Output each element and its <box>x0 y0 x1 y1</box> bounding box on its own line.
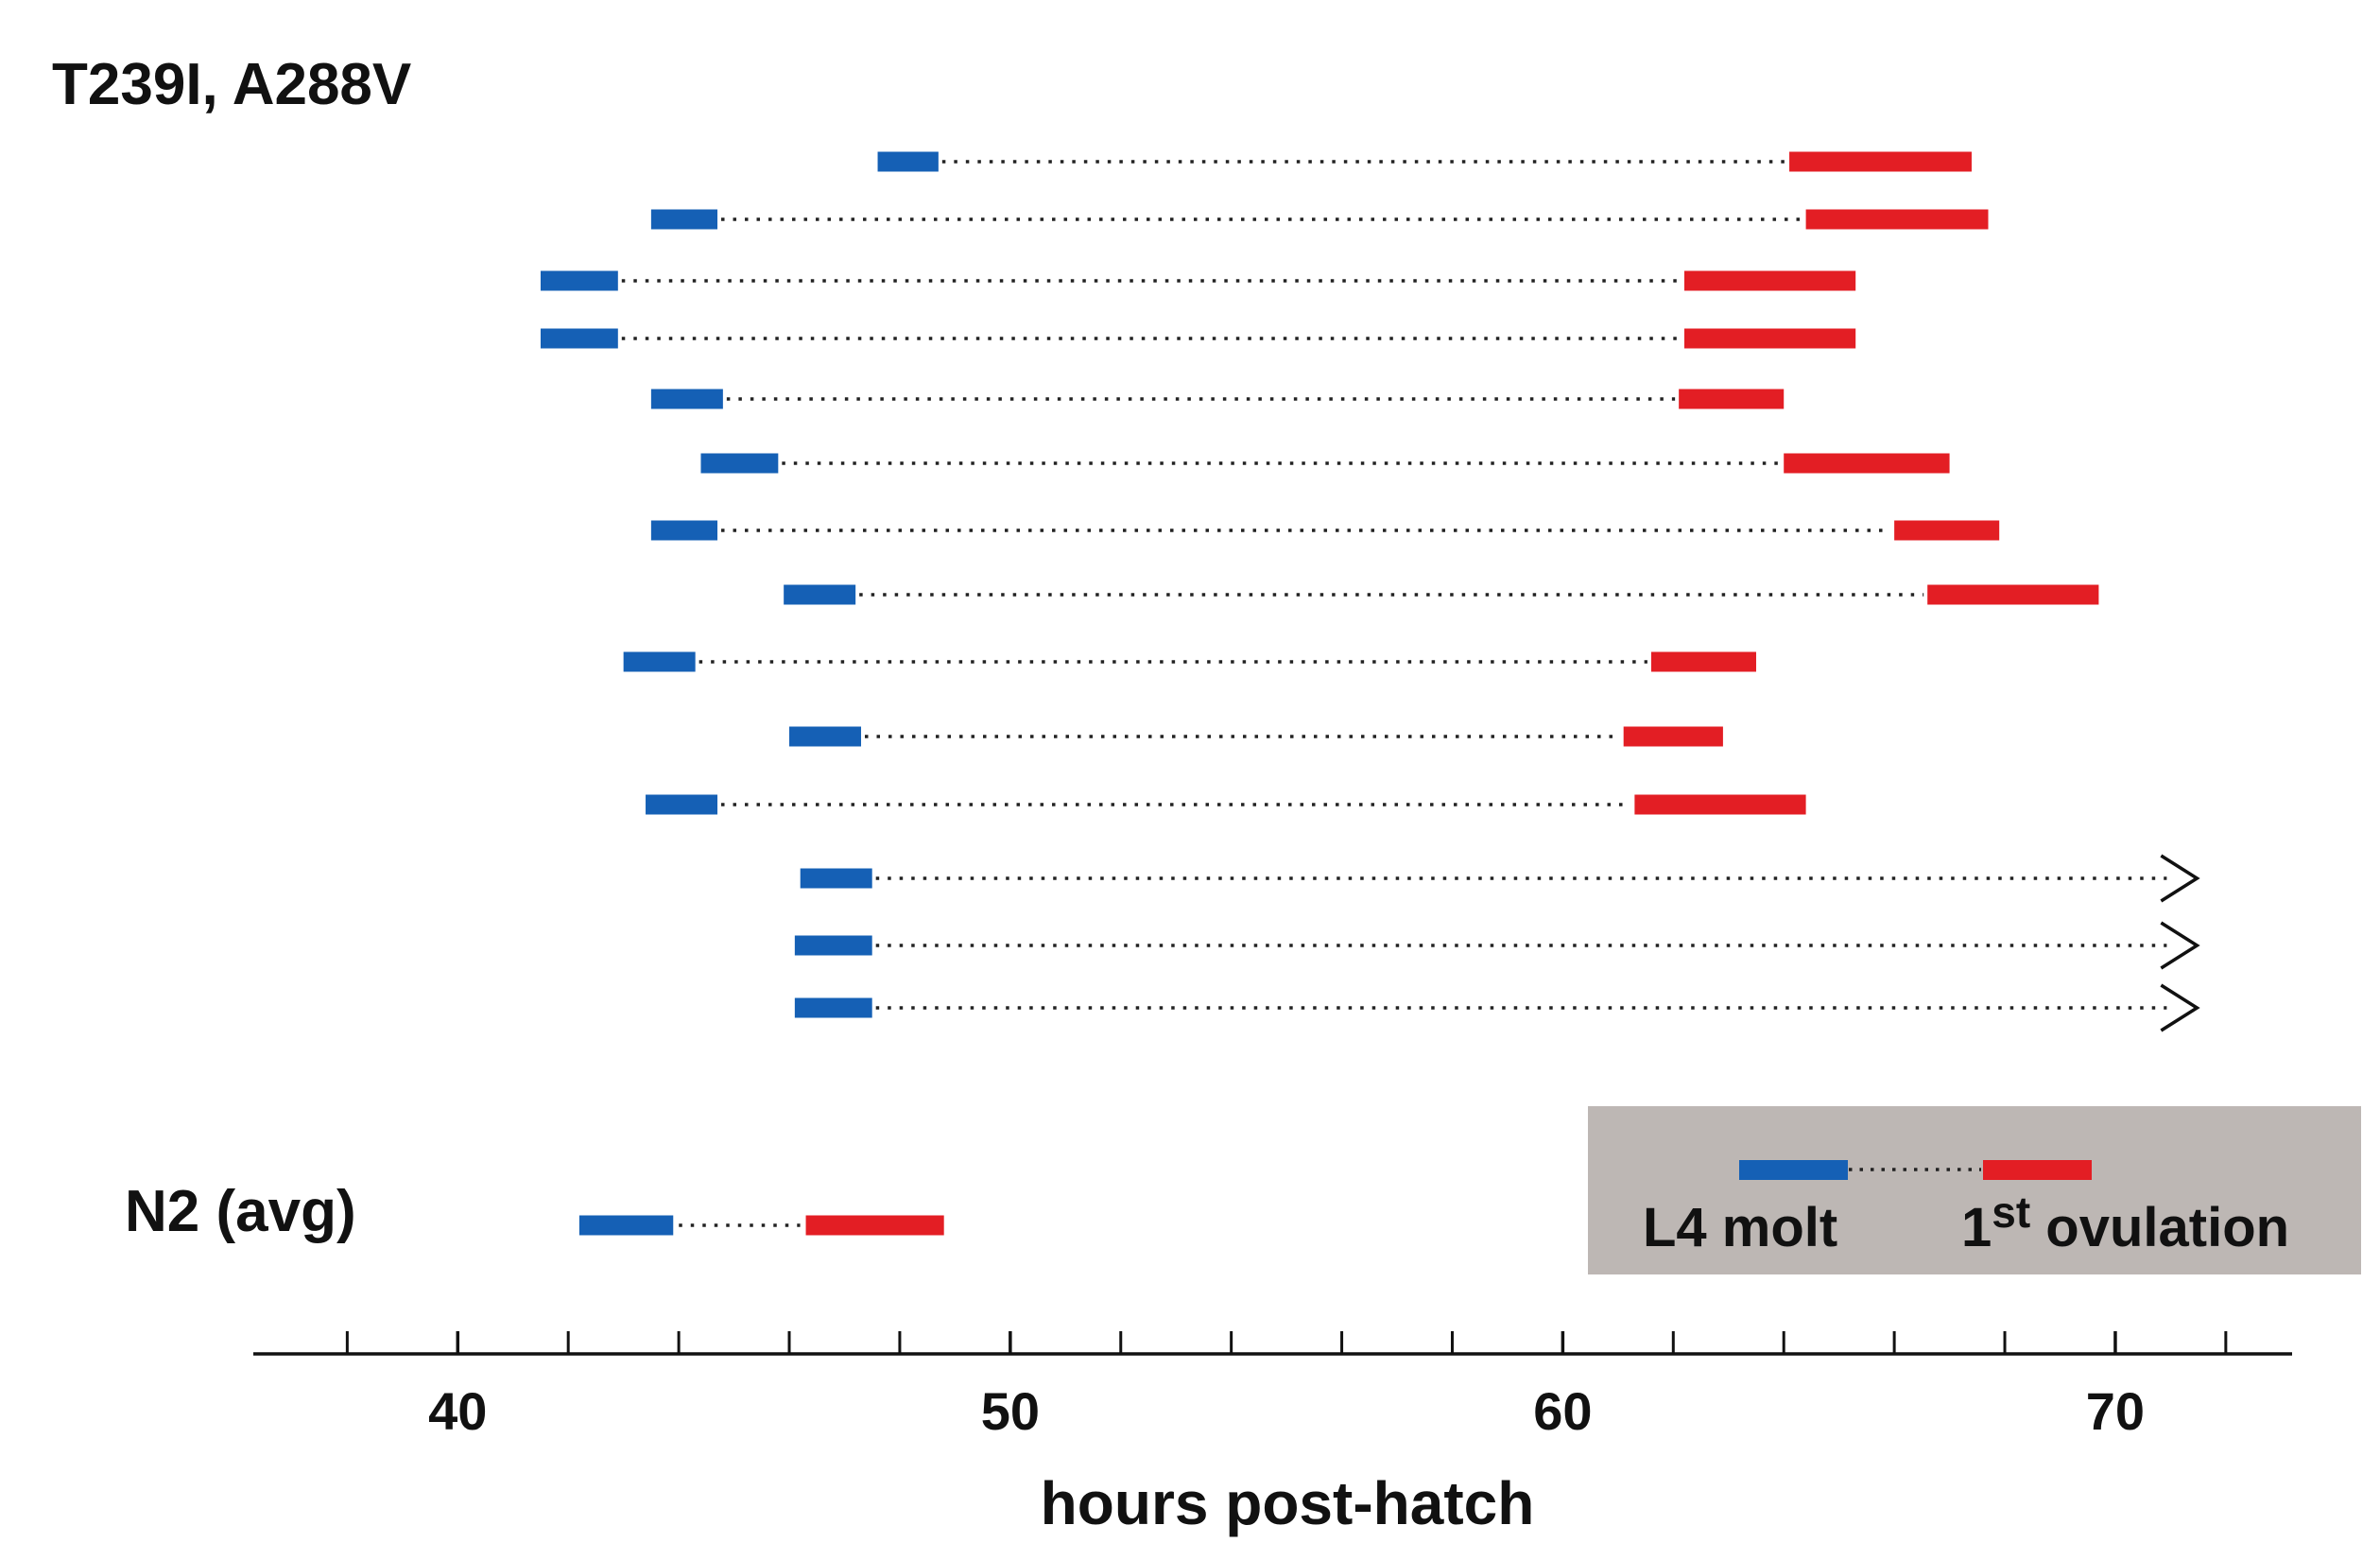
l4-molt-bar <box>540 328 618 349</box>
ovulation-bar <box>1634 794 1806 815</box>
l4-molt-bar <box>700 453 779 474</box>
l4-molt-bar <box>650 389 723 409</box>
legend-ovulation-prefix: 1 <box>1961 1197 1992 1258</box>
reference-label: N2 (avg) <box>125 1179 356 1244</box>
legend-ovulation-swatch <box>1983 1160 2092 1180</box>
x-tick-label: 40 <box>428 1381 487 1441</box>
legend-l4-label: L4 molt <box>1643 1197 1837 1258</box>
censored-arrow <box>2160 921 2200 970</box>
l4-molt-bar <box>646 794 718 815</box>
ovulation-bar <box>1683 328 1856 349</box>
worm-row <box>646 794 1806 815</box>
ovulation-bar <box>1679 389 1785 409</box>
legend-ovulation-superscript: st <box>1992 1187 2030 1237</box>
ovulation-bar <box>1784 453 1950 474</box>
l4-molt-bar <box>784 584 856 605</box>
worm-row <box>540 328 1856 349</box>
ovulation-bar <box>1623 726 1723 747</box>
x-tick-label: 50 <box>981 1381 1040 1441</box>
worm-row <box>623 651 1756 672</box>
worm-row <box>650 209 1989 230</box>
reference-row <box>578 1215 944 1236</box>
legend-l4-swatch <box>1739 1160 1848 1180</box>
l4-molt-bar <box>794 997 872 1018</box>
x-axis: 40 50 60 70 <box>253 1331 2292 1441</box>
censored-arrow <box>2160 983 2200 1032</box>
legend: L4 molt 1st ovulation <box>1588 1106 2361 1274</box>
l4-molt-bar <box>650 209 718 230</box>
l4-molt-bar <box>623 651 696 672</box>
legend-ovulation-label: 1st ovulation <box>1961 1187 2289 1258</box>
worm-row <box>877 151 1972 172</box>
ovulation-bar <box>1650 651 1756 672</box>
l4-molt-bar <box>789 726 862 747</box>
ovulation-bar <box>1805 209 1989 230</box>
ovulation-bar <box>1894 520 2000 541</box>
worm-row <box>794 983 2200 1032</box>
worm-row <box>789 726 1723 747</box>
censored-arrow <box>2160 854 2200 903</box>
worm-row <box>700 453 1950 474</box>
l4-molt-bar <box>794 935 872 956</box>
worm-row <box>540 270 1856 291</box>
reference-ovulation-bar <box>805 1215 944 1236</box>
worm-rows <box>540 151 2200 1032</box>
l4-molt-bar <box>540 270 618 291</box>
x-tick-label: 60 <box>1533 1381 1592 1441</box>
worm-row <box>794 921 2200 970</box>
ovulation-bar <box>1927 584 2099 605</box>
l4-molt-bar <box>800 868 872 889</box>
ovulation-bar <box>1683 270 1856 291</box>
worm-row <box>650 520 2000 541</box>
x-axis-label: hours post-hatch <box>1041 1469 1535 1537</box>
legend-background <box>1588 1106 2361 1274</box>
x-tick-label: 70 <box>2086 1381 2145 1441</box>
reference-l4-molt-bar <box>578 1215 674 1236</box>
ovulation-bar <box>1789 151 1972 172</box>
worm-row <box>784 584 2099 605</box>
chart-title: T239I, A288V <box>52 52 411 117</box>
worm-row <box>650 389 1785 409</box>
worm-row <box>800 854 2200 903</box>
l4-molt-bar <box>650 520 718 541</box>
legend-ovulation-suffix: ovulation <box>2030 1197 2289 1258</box>
l4-molt-bar <box>877 151 939 172</box>
